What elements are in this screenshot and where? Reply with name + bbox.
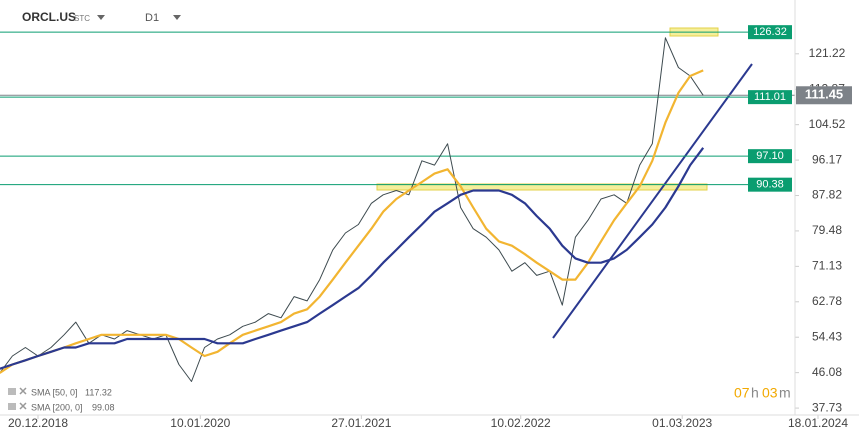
y-tick-label: 62.78 [812, 294, 842, 308]
y-tick-label: 96.17 [812, 152, 842, 166]
zone [376, 183, 708, 191]
x-tick-label: 18.01.2024 [788, 416, 848, 430]
sma-line [0, 147, 705, 370]
trend-line [552, 63, 753, 339]
y-tick-label: 87.82 [812, 188, 842, 202]
indicator-value: 99.08 [92, 402, 115, 412]
y-tick-label: 46.08 [812, 365, 842, 379]
y-tick-label: 79.48 [812, 223, 842, 237]
plot [0, 31, 819, 419]
y-tick-label: 54.43 [812, 329, 842, 343]
indicator-name: SMA [200, 0] [31, 402, 83, 412]
overlay: 37.73 46.08 54.43 62.78 71.13 79.48 87.82 96.17… [8, 25, 852, 430]
y-tick-label: 121.22 [809, 46, 846, 60]
dropdown-caret[interactable] [173, 15, 181, 20]
level-label-box [748, 177, 792, 192]
dropdown-caret[interactable] [97, 15, 105, 20]
level-label: 126.32 [753, 26, 787, 38]
indicator-legend: SMA [50, 0] 117.32 SMA [200, 0] 99.08 [8, 387, 115, 412]
x-tick-label: 01.03.2023 [652, 416, 712, 430]
symbol[interactable]: ORCL.US [22, 10, 76, 24]
close-icon[interactable] [19, 387, 27, 395]
y-tick-label: 71.13 [812, 259, 842, 273]
timeframe[interactable]: D1 [145, 12, 159, 24]
level-label: 97.10 [756, 150, 784, 162]
x-tick-label: 10.01.2020 [170, 416, 230, 430]
eye-icon[interactable] [8, 403, 16, 410]
indicator-value: 117.32 [85, 387, 112, 397]
current-price-box [796, 86, 852, 105]
close-icon[interactable] [19, 402, 27, 410]
symbol-type: STC [74, 14, 90, 23]
level-label-box [748, 90, 792, 105]
eye-icon[interactable] [8, 388, 16, 395]
level-label: 111.01 [754, 91, 786, 103]
countdown-unit: m [779, 385, 791, 401]
x-tick-label: 27.01.2021 [331, 416, 391, 430]
indicator-name: SMA [50, 0] [31, 387, 78, 397]
current-price-label: 111.45 [805, 87, 843, 102]
x-tick-label: 10.02.2022 [491, 416, 551, 430]
y-tick-label: 37.73 [812, 400, 842, 414]
level-label-box [748, 25, 792, 40]
countdown-unit: h [751, 385, 759, 401]
level-label-box [748, 149, 792, 164]
x-tick-label: 20.12.2018 [8, 416, 68, 430]
countdown-hours: 07 [734, 385, 750, 401]
level-label: 90.38 [756, 179, 784, 191]
sma-line [0, 69, 704, 374]
price-line [0, 37, 704, 382]
countdown-minutes: 03 [762, 385, 778, 401]
y-tick-label: 104.52 [809, 117, 846, 131]
